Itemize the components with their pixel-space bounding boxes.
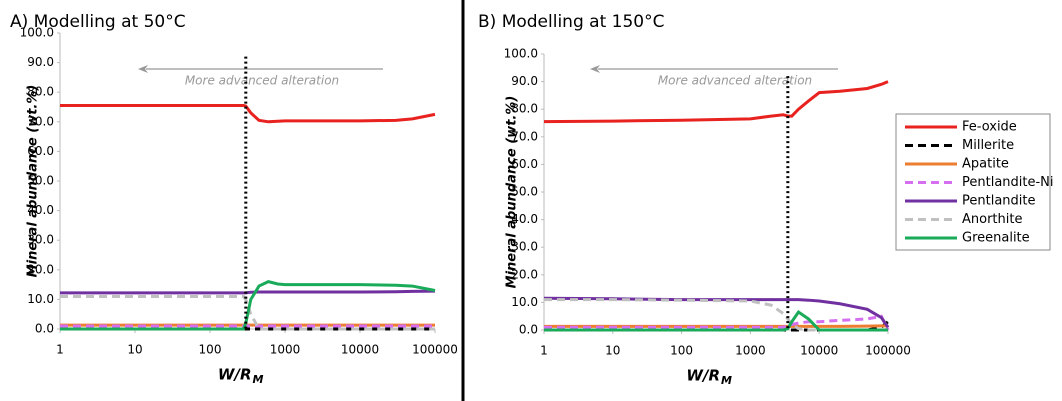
x-tick-label: 1 xyxy=(56,343,64,357)
x-tick-label: 10 xyxy=(127,343,142,357)
y-axis-label: Mineral abundance (wt.%) xyxy=(26,85,41,278)
y-tick-label: 90.0 xyxy=(511,74,538,88)
y-tick-label: 0.0 xyxy=(519,323,538,337)
y-tick-label: 70.0 xyxy=(27,114,54,128)
panel-title: A) Modelling at 50°C xyxy=(10,12,186,32)
legend-label: Pentlandite-Ni xyxy=(962,175,1054,190)
y-tick-label: 60.0 xyxy=(27,144,54,158)
x-tick-label: 100 xyxy=(670,344,693,358)
y-tick-label: 80.0 xyxy=(27,85,54,99)
legend-label: Anorthite xyxy=(962,212,1022,227)
series-line xyxy=(60,289,436,295)
legend-label: Millerite xyxy=(962,138,1014,153)
series-line xyxy=(60,294,435,331)
y-tick-label: 100.0 xyxy=(20,26,54,40)
y-tick-label: 80.0 xyxy=(511,102,538,116)
y-tick-label: 20.0 xyxy=(27,262,54,276)
legend-label: Apatite xyxy=(962,157,1009,172)
series-line xyxy=(543,296,890,329)
y-tick-label: 10.0 xyxy=(27,292,54,306)
legend-label: Pentlandite xyxy=(962,194,1036,209)
series-line xyxy=(544,298,888,332)
x-tick-label: 1000 xyxy=(270,343,301,357)
x-tick-label: 10000 xyxy=(800,344,838,358)
x-tick-label: 1000 xyxy=(735,344,766,358)
x-tick-label: 100000 xyxy=(412,343,458,357)
annotation: More advanced alteration xyxy=(185,74,339,88)
series-line xyxy=(60,104,436,124)
y-tick-label: 30.0 xyxy=(27,233,54,247)
series-line xyxy=(60,280,436,331)
legend-label: Greenalite xyxy=(962,231,1030,246)
y-tick-label: 20.0 xyxy=(511,267,538,281)
legend: Fe-oxide Millerite Apatite Pentlandite-Ni Pe… xyxy=(905,120,1054,246)
series-line xyxy=(544,309,888,332)
x-axis-label: W/R xyxy=(686,367,720,385)
y-tick-label: 60.0 xyxy=(511,157,538,171)
y-tick-label: 40.0 xyxy=(511,212,538,226)
y-tick-label: 100.0 xyxy=(504,47,538,61)
x-tick-label: 10000 xyxy=(341,343,379,357)
x-axis-label-subscript: M xyxy=(721,374,732,387)
y-tick-label: 90.0 xyxy=(27,55,54,69)
annotation-arrowhead xyxy=(590,65,600,73)
y-tick-label: 70.0 xyxy=(511,129,538,143)
y-tick-label: 0.0 xyxy=(35,322,54,336)
x-tick-label: 10 xyxy=(605,344,620,358)
y-axis-label: Mineral abundance (wt.%) xyxy=(505,96,520,289)
y-tick-label: 30.0 xyxy=(511,240,538,254)
x-axis-label: W/R xyxy=(218,366,252,384)
y-tick-label: 10.0 xyxy=(511,295,538,309)
x-tick-label: 100 xyxy=(199,343,222,357)
x-tick-label: 100000 xyxy=(865,344,911,358)
legend-label: Fe-oxide xyxy=(962,120,1017,135)
y-tick-label: 50.0 xyxy=(27,174,54,188)
x-tick-label: 1 xyxy=(540,344,548,358)
y-tick-label: 50.0 xyxy=(511,185,538,199)
series-line xyxy=(544,314,890,331)
panel-title: B) Modelling at 150°C xyxy=(478,12,664,32)
annotation: More advanced alteration xyxy=(658,74,812,88)
y-tick-label: 40.0 xyxy=(27,203,54,217)
x-axis-label-subscript: M xyxy=(253,373,264,386)
series-line xyxy=(543,80,889,124)
annotation-arrowhead xyxy=(138,65,148,73)
